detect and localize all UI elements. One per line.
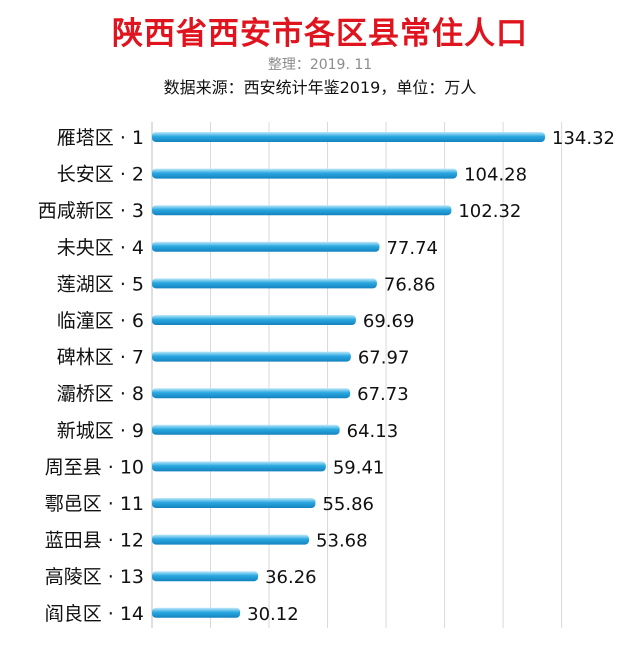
bar [152,278,377,289]
data-source-note: 数据来源：西安统计年鉴2019，单位：万人 [163,78,477,97]
value-label: 134.32 [552,128,615,149]
category-label: 临潼区 · 6 [57,310,144,332]
category-label: 灞桥区 · 8 [57,383,144,405]
category-label: 西咸新区 · 3 [38,200,144,222]
value-label: 102.32 [458,201,521,222]
bar [152,607,241,618]
category-label: 高陵区 · 13 [45,566,144,588]
value-label: 76.86 [384,274,436,295]
bar [152,424,340,435]
category-label: 雁塔区 · 1 [57,127,144,149]
value-label: 36.26 [265,567,317,588]
category-label: 未央区 · 4 [57,237,144,259]
bar [152,241,380,252]
bar [152,132,545,142]
value-label: 104.28 [464,165,527,186]
compiled-date-note: 整理：2019. 11 [267,57,373,73]
category-label: 鄠邑区 · 11 [45,493,144,515]
chart-labels: 雁塔区 · 1 134.32 长安区 · 2 104.28 西咸新区 · 3 102.32… [38,127,615,625]
value-label: 30.12 [247,604,299,625]
bar [152,534,310,545]
category-label: 莲湖区 · 5 [57,273,144,295]
value-label: 77.74 [386,238,438,259]
bar [152,315,356,325]
bar [152,168,458,179]
bar [152,351,351,362]
value-label: 67.97 [358,348,410,369]
value-label: 53.68 [316,531,368,552]
bar [152,388,351,399]
value-label: 64.13 [347,421,399,442]
bar [152,571,259,582]
category-label: 蓝田县 · 12 [45,530,144,552]
category-label: 周至县 · 10 [45,456,144,478]
category-label: 碑林区 · 7 [57,347,144,369]
category-label: 阎良区 · 14 [45,603,144,625]
value-label: 67.73 [357,384,409,405]
category-label: 新城区 · 9 [57,420,144,442]
bar [152,498,316,508]
value-label: 55.86 [322,494,374,515]
bar [152,461,326,472]
page-title: 陕西省西安市各区县常住人口 [112,16,528,52]
value-label: 59.41 [333,457,385,478]
category-label: 长安区 · 2 [57,164,144,186]
chart-bars [152,132,545,618]
value-label: 69.69 [363,311,415,332]
chart-grid [151,122,563,628]
bar [152,205,452,216]
